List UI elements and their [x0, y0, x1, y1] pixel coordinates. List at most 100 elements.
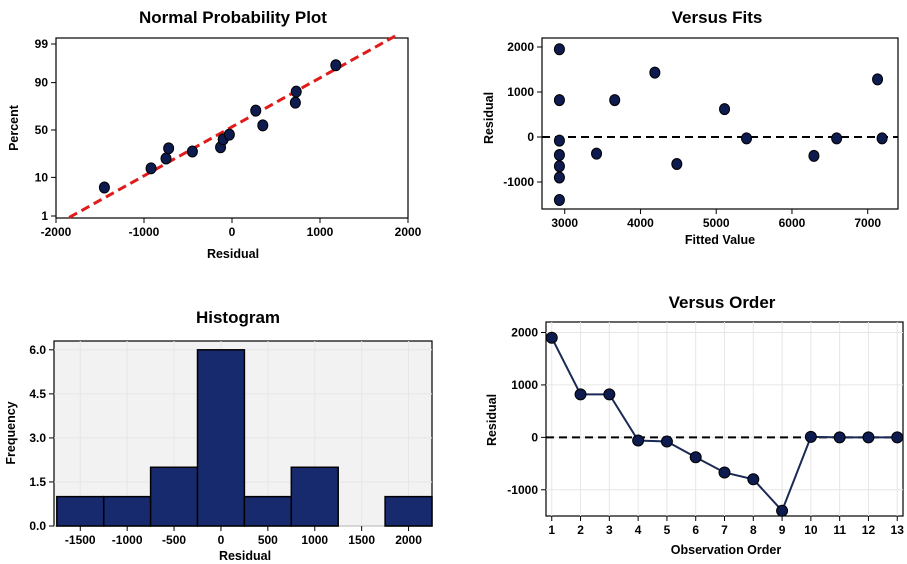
- normal-prob-point: [223, 128, 235, 141]
- versus-fits-ytick-label: 0: [527, 130, 534, 144]
- normal-prob-point: [250, 104, 262, 117]
- normal-prob-xtick-label: 0: [229, 225, 236, 239]
- versus-fits-xlabel: Fitted Value: [685, 233, 755, 247]
- versus-order-xtick-label: 12: [862, 523, 876, 537]
- versus-order-xtick-label: 6: [692, 523, 699, 537]
- normal-prob-point: [186, 145, 198, 158]
- versus-fits-point: [591, 147, 603, 160]
- versus-order-point: [660, 435, 673, 448]
- histogram-xtick-label: -1500: [65, 533, 96, 547]
- versus-fits-point: [553, 134, 565, 147]
- normal-prob-xtick-label: 1000: [307, 225, 334, 239]
- versus-order-xtick-label: 13: [891, 523, 905, 537]
- versus-fits-point: [876, 132, 888, 145]
- versus-order-point: [718, 466, 731, 479]
- histogram-bar: [102, 495, 152, 527]
- histogram-xtick-label: 1000: [301, 533, 328, 547]
- normal-prob-point: [160, 152, 172, 165]
- versus-fits-xtick-label: 4000: [627, 216, 654, 230]
- normal-prob-point: [257, 119, 269, 132]
- normal-prob-point: [163, 142, 175, 155]
- versus-fits-ytick-label: 1000: [507, 85, 534, 99]
- normal-prob-ytick-label: 50: [35, 123, 49, 137]
- versus-fits-point: [553, 149, 565, 161]
- histogram-bar: [243, 495, 293, 527]
- versus-order-xtick-label: 11: [833, 523, 846, 537]
- versus-order-point: [891, 431, 904, 444]
- histogram-ytick-label: 1.5: [29, 475, 46, 489]
- versus-fits-ytick-label: -1000: [503, 175, 534, 189]
- normal-prob-ylabel: Percent: [7, 104, 21, 151]
- versus-fits-xtick-label: 3000: [551, 216, 578, 230]
- versus-fits-point: [872, 73, 884, 86]
- normal-prob-xtick-label: 2000: [395, 225, 422, 239]
- normal-prob-xtick-label: -1000: [129, 225, 160, 239]
- histogram-xtick-label: 0: [218, 533, 225, 547]
- versus-order-point: [747, 473, 760, 486]
- histogram-bar: [384, 495, 433, 527]
- panel-normal-probability: Normal Probability Plot 1 10 50 90 99 -2000 -…: [7, 8, 422, 261]
- versus-order-xlabel: Observation Order: [671, 543, 782, 557]
- versus-order-ylabel: Residual: [485, 394, 499, 446]
- normal-prob-ytick-label: 10: [35, 170, 49, 184]
- versus-order-point: [776, 504, 789, 517]
- versus-fits-point: [553, 160, 565, 173]
- versus-order-ytick-label: 1000: [511, 378, 538, 392]
- histogram-xlabel: Residual: [219, 549, 271, 563]
- versus-order-ytick-label: -1000: [507, 483, 538, 497]
- normal-prob-title: Normal Probability Plot: [139, 8, 327, 27]
- versus-order-point: [545, 331, 558, 344]
- versus-fits-point: [649, 66, 661, 79]
- versus-fits-point: [609, 94, 621, 107]
- versus-fits-point: [553, 194, 565, 206]
- versus-order-ytick-label: 2000: [511, 325, 538, 339]
- panel-histogram: Histogram 0.0 1.5 3.0 4.5 6.0 -1500 -1000 -500…: [4, 308, 433, 563]
- normal-prob-ytick-label: 99: [35, 37, 49, 51]
- histogram-xtick-label: 500: [258, 533, 278, 547]
- histogram-bar: [290, 466, 339, 527]
- versus-fits-frame: [541, 37, 899, 210]
- normal-prob-xtick-label: -2000: [41, 225, 72, 239]
- versus-order-point: [804, 430, 817, 443]
- histogram-title: Histogram: [196, 308, 280, 327]
- versus-order-point: [574, 388, 587, 401]
- versus-order-xtick-label: 8: [750, 523, 757, 537]
- versus-fits-point: [808, 149, 820, 162]
- versus-fits-point: [719, 103, 731, 116]
- versus-fits-point: [671, 158, 683, 170]
- normal-prob-point: [145, 162, 157, 175]
- versus-order-point: [689, 451, 702, 464]
- versus-order-xtick-label: 3: [606, 523, 613, 537]
- versus-order-point: [862, 431, 875, 444]
- versus-fits-point: [553, 171, 565, 184]
- versus-fits-point: [741, 132, 753, 145]
- versus-fits-point: [831, 132, 843, 145]
- versus-order-xtick-label: 9: [779, 523, 786, 537]
- normal-prob-point: [98, 181, 110, 194]
- versus-order-xtick-label: 2: [577, 523, 584, 537]
- versus-fits-xtick-label: 6000: [779, 216, 806, 230]
- histogram-bar: [56, 495, 105, 527]
- histogram-xtick-label: -500: [162, 533, 186, 547]
- histogram-xtick-label: -1000: [112, 533, 143, 547]
- normal-prob-fit-line: [68, 33, 399, 219]
- normal-prob-ytick-label: 1: [41, 209, 48, 223]
- normal-prob-point: [290, 85, 302, 98]
- versus-order-xtick-label: 4: [635, 523, 642, 537]
- versus-order-ytick-label: 0: [531, 430, 538, 444]
- versus-fits-xtick-label: 7000: [854, 216, 881, 230]
- histogram-bar: [196, 349, 246, 527]
- normal-prob-xlabel: Residual: [207, 247, 259, 261]
- versus-order-point: [632, 434, 645, 447]
- normal-prob-point: [289, 96, 301, 109]
- normal-prob-point: [330, 59, 342, 72]
- versus-fits-point: [553, 43, 565, 56]
- versus-order-xtick-label: 5: [664, 523, 671, 537]
- versus-order-point: [603, 388, 616, 401]
- histogram-xtick-label: 2000: [395, 533, 422, 547]
- panel-versus-fits: Versus Fits -1000 0 1000 2000 3000 4000 5000 6…: [482, 8, 899, 247]
- versus-fits-ylabel: Residual: [482, 92, 496, 144]
- versus-order-xtick-label: 7: [721, 523, 728, 537]
